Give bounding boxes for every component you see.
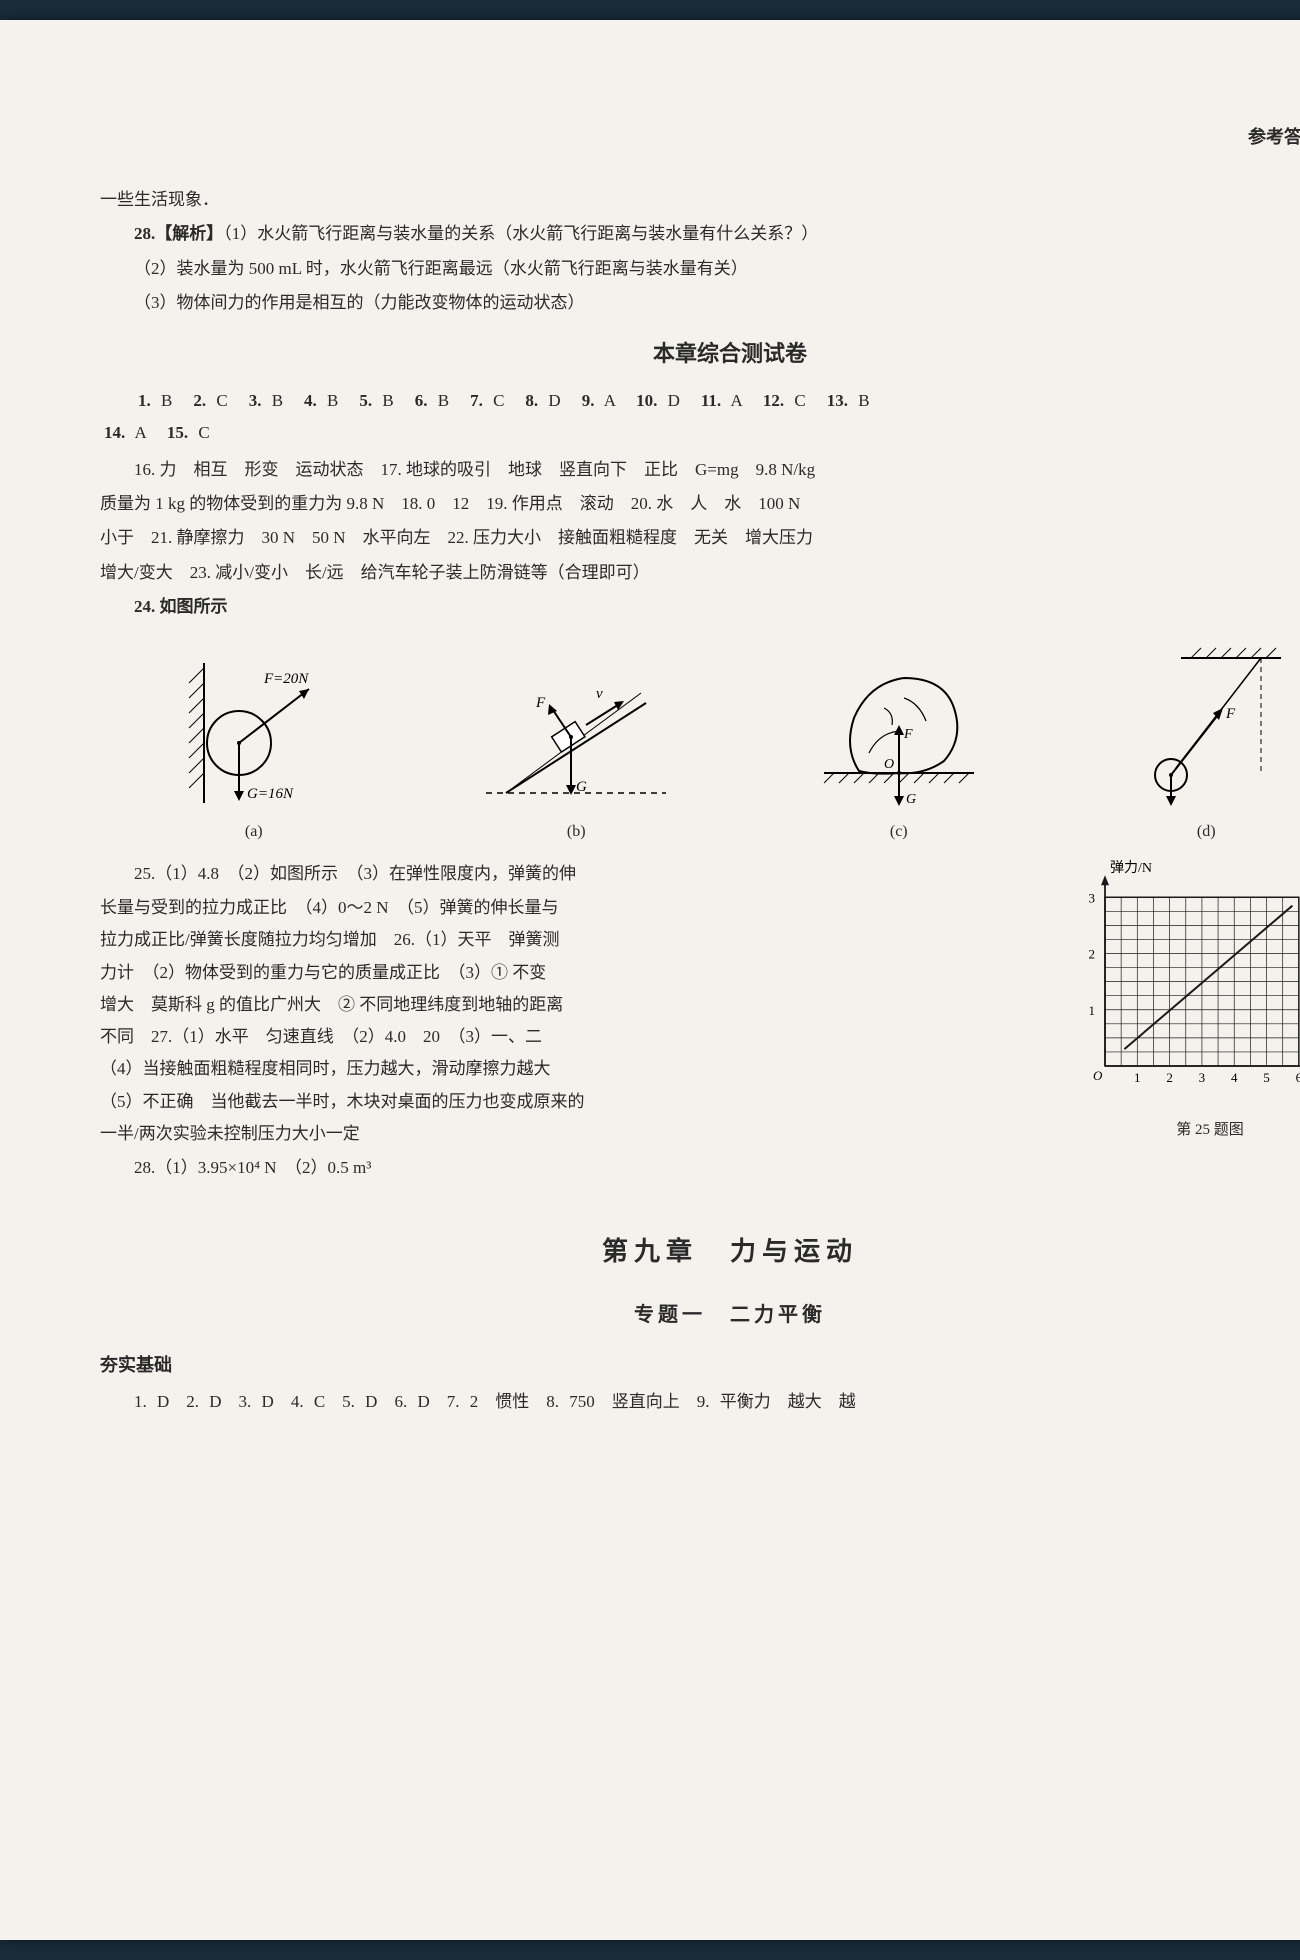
test-title: 本章综合测试卷: [100, 333, 1300, 375]
svg-text:F: F: [903, 727, 913, 742]
svg-text:G: G: [576, 779, 587, 795]
svg-text:4: 4: [1231, 1070, 1238, 1085]
b25-5: 增大 莫斯科 g 的值比广州大 ② 不同地理纬度到地轴的距离: [100, 989, 1040, 1021]
fill-3: 小于 21. 静摩擦力 30 N 50 N 水平向左 22. 压力大小 接触面粗…: [100, 522, 1300, 554]
svg-text:5: 5: [1263, 1070, 1270, 1085]
figure-c: O F G (c): [814, 653, 984, 847]
svg-text:O: O: [884, 757, 894, 772]
q28-label: 28.【解析】: [134, 224, 223, 243]
figure-d-label: (d): [1121, 817, 1291, 847]
q25-chart: 弹力/N伸长量/cm123456123O 第 25 题图: [1060, 856, 1300, 1145]
svg-text:F: F: [535, 695, 546, 711]
b25-8: （5）不正确 当他截去一半时，木块对桌面的压力也变成原来的: [100, 1086, 1040, 1118]
b25-7: （4）当接触面粗糙程度相同时，压力越大，滑动摩擦力越大: [100, 1053, 1040, 1085]
q28: 28.【解析】（1）水火箭飞行距离与装水量的关系（水火箭飞行距离与装水量有什么关…: [100, 218, 1300, 250]
figures-row: F=20N G=16N (a): [100, 643, 1300, 847]
b25-1: 25.（1）4.8 （2）如图所示 （3）在弹性限度内，弹簧的伸: [100, 858, 1040, 890]
b25-3: 拉力成正比/弹簧长度随拉力均匀增加 26.（1）天平 弹簧测: [100, 924, 1040, 956]
b25-9: 一半/两次实验未控制压力大小一定: [100, 1118, 1040, 1150]
q28-part3: （3）物体间力的作用是相互的（力能改变物体的运动状态）: [100, 287, 1300, 319]
figure-b-label: (b): [476, 817, 676, 847]
b25-10: 28.（1）3.95×10⁴ N （2）0.5 m³: [100, 1152, 1040, 1184]
svg-text:1: 1: [1089, 1002, 1096, 1017]
svg-text:O: O: [1093, 1068, 1103, 1083]
b25-2: 长量与受到的拉力成正比 （4）0～2 N （5）弹簧的伸长量与: [100, 892, 1040, 924]
svg-text:v: v: [596, 686, 603, 702]
figure-c-label: (c): [814, 817, 984, 847]
figure-b: v F G (b): [476, 663, 676, 847]
svg-text:6: 6: [1296, 1070, 1300, 1085]
svg-text:弹力/N: 弹力/N: [1110, 860, 1152, 876]
figure-d: F (d): [1121, 643, 1291, 847]
q28-part2: （2）装水量为 500 mL 时，水火箭飞行距离最远（水火箭飞行距离与装水量有关…: [100, 253, 1300, 285]
svg-text:2: 2: [1166, 1070, 1173, 1085]
section-head: 夯实基础: [100, 1348, 1300, 1382]
q25-block: 25.（1）4.8 （2）如图所示 （3）在弹性限度内，弹簧的伸 长量与受到的拉…: [100, 856, 1300, 1187]
spring-chart: 弹力/N伸长量/cm123456123O: [1060, 856, 1300, 1106]
fill-5: 24. 如图所示: [100, 591, 1300, 623]
b25-4: 力计 （2）物体受到的重力与它的质量成正比 （3）① 不变: [100, 957, 1040, 989]
fill-1: 16. 力 相互 形变 运动状态 17. 地球的吸引 地球 竖直向下 正比 G=…: [100, 454, 1300, 486]
svg-text:3: 3: [1199, 1070, 1206, 1085]
mc-answers: 1. B 2. C 3. B 4. B 5. B 6. B 7. C 8. D …: [100, 385, 1300, 450]
svg-text:G: G: [906, 792, 916, 807]
svg-text:2: 2: [1089, 946, 1096, 961]
header-title: 参考答案: [100, 120, 1300, 154]
fill-4: 增大/变大 23. 减小/变小 长/远 给汽车轮子装上防滑链等（合理即可）: [100, 557, 1300, 589]
chapter-title: 第九章 力与运动: [100, 1227, 1300, 1276]
q25-text: 25.（1）4.8 （2）如图所示 （3）在弹性限度内，弹簧的伸 长量与受到的拉…: [100, 856, 1040, 1187]
page: 参考答案 一些生活现象． 28.【解析】（1）水火箭飞行距离与装水量的关系（水火…: [0, 20, 1300, 1940]
ch9-answers: 1. D 2. D 3. D 4. C 5. D 6. D 7. 2 惯性 8.…: [100, 1386, 1300, 1418]
svg-text:F=20N: F=20N: [263, 671, 309, 687]
figure-a: F=20N G=16N (a): [169, 653, 339, 847]
figure-a-label: (a): [169, 817, 339, 847]
b25-6: 不同 27.（1）水平 匀速直线 （2）4.0 20 （3）一、二: [100, 1021, 1040, 1053]
svg-text:3: 3: [1089, 890, 1096, 905]
intro-line: 一些生活现象．: [100, 184, 1300, 216]
svg-text:F: F: [1225, 706, 1236, 722]
chart-caption: 第 25 题图: [1060, 1116, 1300, 1145]
q28-part1: （1）水火箭飞行距离与装水量的关系（水火箭飞行距离与装水量有什么关系？）: [223, 224, 818, 243]
fill-2: 质量为 1 kg 的物体受到的重力为 9.8 N 18. 0 12 19. 作用…: [100, 488, 1300, 520]
svg-text:1: 1: [1134, 1070, 1141, 1085]
section-title: 专题一 二力平衡: [100, 1296, 1300, 1334]
svg-text:G=16N: G=16N: [247, 786, 294, 802]
